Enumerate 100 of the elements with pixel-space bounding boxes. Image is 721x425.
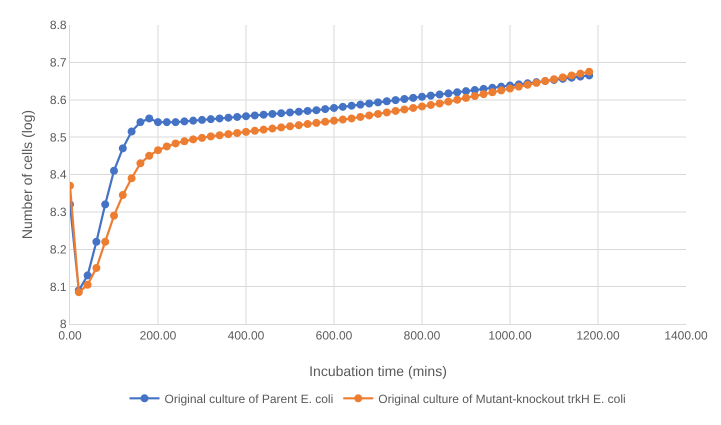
point <box>356 100 364 109</box>
point <box>216 114 224 122</box>
point <box>277 109 286 118</box>
point <box>242 112 250 120</box>
point <box>514 82 523 91</box>
point <box>374 98 382 106</box>
point <box>242 128 250 136</box>
point <box>128 174 136 182</box>
x-axis-title: Incubation time (mins) <box>309 363 447 379</box>
point <box>392 96 400 104</box>
x-tick-label: 400.00 <box>228 328 265 342</box>
point <box>110 212 118 220</box>
point <box>392 106 400 115</box>
point <box>480 90 488 98</box>
point <box>180 137 188 146</box>
point <box>382 97 391 106</box>
x-tick-label: 1200.00 <box>576 328 620 342</box>
point <box>189 135 198 144</box>
point <box>277 123 286 132</box>
point <box>585 68 594 76</box>
point <box>172 118 180 126</box>
point <box>338 116 347 124</box>
point <box>321 105 330 114</box>
point <box>365 111 374 120</box>
point <box>365 99 374 108</box>
point <box>162 142 171 150</box>
point <box>145 152 154 160</box>
point <box>382 108 391 116</box>
point <box>233 112 242 121</box>
point <box>374 110 382 118</box>
point <box>576 70 584 78</box>
point <box>136 118 144 126</box>
point <box>206 115 215 124</box>
point <box>118 191 127 200</box>
point <box>154 118 162 126</box>
point <box>294 108 303 116</box>
point <box>154 146 162 154</box>
point <box>294 121 303 130</box>
point <box>426 100 435 109</box>
point <box>260 126 268 134</box>
point <box>356 112 364 121</box>
point <box>198 134 206 142</box>
point <box>101 200 110 208</box>
y-tick-label: 8.8 <box>50 18 67 32</box>
legend-label: Original culture of Parent E. coli <box>164 392 334 406</box>
point <box>268 110 276 118</box>
point <box>418 102 426 110</box>
point <box>470 92 479 100</box>
y-tick-label: 8.1 <box>50 280 67 294</box>
point <box>172 139 180 148</box>
point <box>338 102 347 111</box>
y-tick-label: 8.4 <box>50 168 67 182</box>
point <box>145 114 154 122</box>
point <box>101 238 110 246</box>
y-tick-label: 8.3 <box>50 205 67 220</box>
point <box>444 98 452 106</box>
point <box>453 96 462 104</box>
y-tick-label: 8.2 <box>50 242 67 256</box>
point <box>92 238 100 246</box>
point <box>462 94 470 102</box>
point <box>84 280 92 289</box>
point <box>162 118 171 126</box>
point <box>180 117 188 126</box>
point <box>136 159 144 168</box>
point <box>206 132 215 140</box>
point <box>426 92 435 100</box>
point <box>321 118 330 126</box>
point <box>84 271 92 280</box>
point <box>409 104 418 112</box>
legend-label: Original culture of Mutant-knockout trkH E. coli <box>378 392 626 406</box>
x-tick-label: 800.00 <box>404 328 441 342</box>
point <box>233 129 242 138</box>
point <box>436 90 444 99</box>
point <box>250 111 259 120</box>
x-tick-label: 1400.00 <box>664 328 708 342</box>
point <box>128 128 136 136</box>
point <box>304 106 312 115</box>
point <box>250 126 259 135</box>
y-tick-label: 8.6 <box>50 92 67 107</box>
point <box>462 87 470 96</box>
point <box>118 144 127 152</box>
point <box>312 106 320 114</box>
point <box>409 94 418 102</box>
y-tick-label: 8.5 <box>50 130 67 144</box>
point <box>312 118 320 127</box>
point <box>224 130 232 138</box>
point <box>286 122 294 130</box>
point <box>348 102 356 110</box>
point <box>488 88 496 96</box>
y-axis-title: Number of cells (log) <box>19 110 35 240</box>
point <box>330 104 338 112</box>
point <box>400 105 408 114</box>
point <box>436 99 444 108</box>
point <box>506 84 514 93</box>
point <box>453 88 462 96</box>
x-tick-label: 200.00 <box>140 328 177 342</box>
point <box>444 89 452 98</box>
point <box>304 120 312 128</box>
point <box>110 166 118 175</box>
point <box>568 71 576 80</box>
